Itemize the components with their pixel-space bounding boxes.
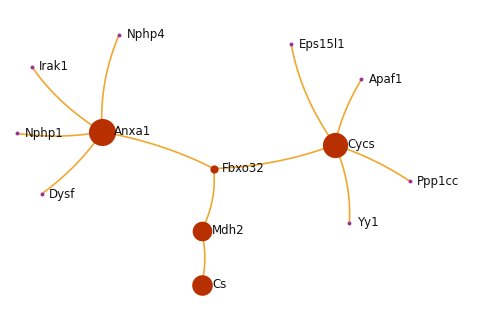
Point: [198, 282, 205, 287]
Point: [287, 42, 295, 47]
Text: Nphp1: Nphp1: [24, 127, 64, 140]
Point: [115, 32, 123, 37]
Point: [406, 179, 414, 184]
Text: Apaf1: Apaf1: [369, 73, 403, 86]
Text: Mdh2: Mdh2: [212, 224, 245, 237]
Point: [198, 228, 205, 233]
Text: Irak1: Irak1: [39, 60, 69, 73]
Point: [358, 77, 366, 82]
Text: Eps15l1: Eps15l1: [298, 38, 345, 51]
Point: [331, 142, 339, 147]
Point: [38, 191, 46, 197]
Point: [346, 220, 354, 225]
Text: Cs: Cs: [212, 279, 226, 291]
Text: Cycs: Cycs: [347, 138, 374, 151]
Text: Fbxo32: Fbxo32: [222, 162, 265, 175]
Text: Nphp4: Nphp4: [126, 28, 165, 41]
Text: Yy1: Yy1: [356, 216, 378, 229]
Text: Dysf: Dysf: [49, 188, 75, 201]
Point: [98, 129, 106, 135]
Text: Ppp1cc: Ppp1cc: [417, 175, 460, 188]
Point: [14, 131, 22, 136]
Point: [28, 64, 36, 69]
Text: Anxa1: Anxa1: [114, 125, 152, 138]
Point: [210, 166, 218, 171]
